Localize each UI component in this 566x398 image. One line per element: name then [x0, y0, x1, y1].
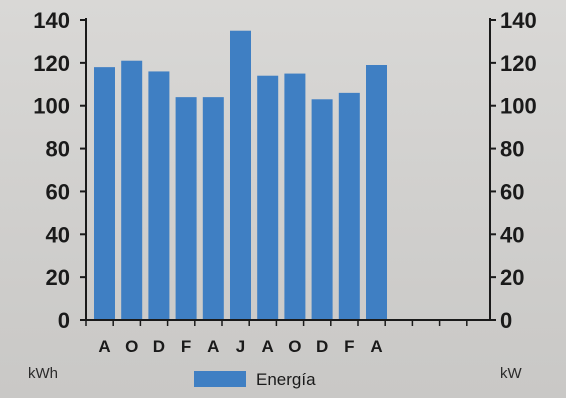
left-y-tick-label: 40: [46, 222, 70, 247]
bar: [230, 30, 251, 320]
left-y-tick-label: 100: [33, 94, 70, 119]
x-tick-label: O: [288, 337, 301, 356]
legend-label: Energía: [256, 370, 316, 389]
right-y-tick-label: 60: [500, 179, 524, 204]
x-tick-label: J: [236, 337, 245, 356]
bar: [202, 97, 224, 321]
bar-series: [94, 30, 387, 321]
right-y-tick-label: 80: [500, 137, 524, 162]
bar: [175, 97, 197, 321]
x-tick-label: F: [344, 337, 354, 356]
left-y-tick-label: 20: [46, 265, 70, 290]
legend: Energía: [194, 370, 316, 389]
bar: [311, 99, 333, 321]
bar: [257, 75, 279, 320]
bar: [148, 71, 170, 320]
x-tick-label: A: [370, 337, 382, 356]
left-y-tick-label: 60: [46, 179, 70, 204]
left-y-tick-label: 0: [58, 308, 70, 333]
right-unit-label: kW: [500, 365, 523, 382]
bar: [338, 92, 360, 320]
x-tick-label: D: [153, 337, 165, 356]
x-tick-label: O: [125, 337, 138, 356]
right-y-axis: 0 20 40 60 80 100 120 140: [489, 8, 537, 333]
x-tick-label: A: [262, 337, 274, 356]
right-y-tick-label: 20: [500, 265, 524, 290]
x-tick-label: A: [98, 337, 110, 356]
x-tick-label: A: [207, 337, 219, 356]
left-y-tick-label: 80: [46, 137, 70, 162]
left-y-tick-label: 140: [33, 8, 70, 33]
x-tick-label: F: [181, 337, 191, 356]
left-y-axis: 0 20 40 60 80 100 120 140: [33, 8, 87, 333]
bar: [284, 73, 306, 320]
right-y-tick-label: 40: [500, 222, 524, 247]
right-y-tick-label: 100: [500, 94, 537, 119]
x-tick-label: D: [316, 337, 328, 356]
right-y-tick-label: 140: [500, 8, 537, 33]
bar: [94, 67, 115, 321]
bar: [121, 60, 143, 320]
right-y-tick-label: 0: [500, 308, 512, 333]
legend-swatch: [194, 371, 246, 387]
left-y-tick-label: 120: [33, 51, 70, 76]
bar: [366, 65, 387, 320]
right-y-tick-label: 120: [500, 51, 537, 76]
left-unit-label: kWh: [28, 365, 58, 382]
